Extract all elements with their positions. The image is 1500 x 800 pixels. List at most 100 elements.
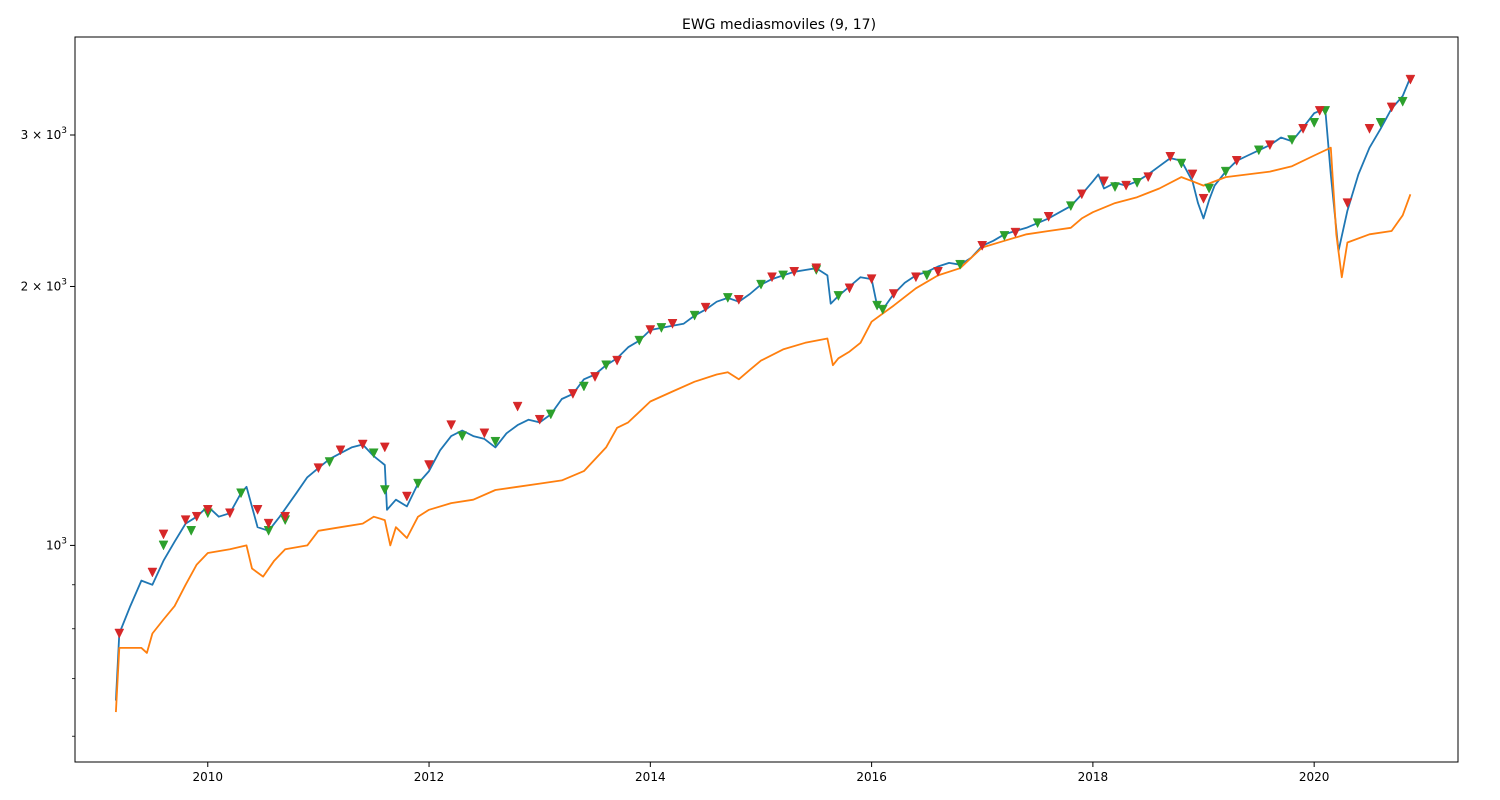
x-tick-label: 2020 xyxy=(1299,770,1330,784)
y-tick-label: 3 × 103 xyxy=(21,126,67,142)
buy-marker xyxy=(1309,118,1320,128)
y-tick-label: 103 xyxy=(46,536,67,552)
buy-marker xyxy=(1032,218,1043,229)
buy-marker xyxy=(833,291,844,301)
sell-marker xyxy=(114,628,125,639)
x-tick-label: 2014 xyxy=(635,770,666,784)
buy-marker xyxy=(955,259,966,270)
buy-marker xyxy=(490,436,501,447)
sell-marker xyxy=(424,460,434,471)
sell-marker xyxy=(1231,156,1242,166)
sell-marker xyxy=(700,302,711,313)
sell-marker xyxy=(512,401,523,412)
x-tick-label: 2012 xyxy=(414,770,445,784)
buy-marker xyxy=(324,457,335,468)
buy-marker xyxy=(379,485,390,496)
x-tick-label: 2018 xyxy=(1078,770,1109,784)
buy-marker xyxy=(601,360,612,371)
sell-marker xyxy=(1143,172,1154,183)
buy-marker xyxy=(722,293,733,303)
series-line-2 xyxy=(115,146,1412,713)
sell-marker xyxy=(789,267,800,277)
sell-marker xyxy=(910,272,921,283)
buy-marker xyxy=(1065,201,1076,212)
sell-marker xyxy=(357,439,368,450)
sell-marker xyxy=(534,414,545,425)
sell-marker xyxy=(313,463,324,474)
buy-marker xyxy=(656,323,667,333)
sell-marker xyxy=(191,511,202,522)
sell-marker xyxy=(1076,189,1087,200)
buy-marker xyxy=(999,231,1010,241)
x-tick-label: 2010 xyxy=(192,770,223,784)
sell-marker xyxy=(224,508,235,519)
buy-marker xyxy=(1220,166,1231,177)
buy-marker xyxy=(1110,182,1120,193)
sell-marker xyxy=(1342,198,1353,209)
sell-marker xyxy=(446,420,457,431)
y-tick-label: 2 × 103 xyxy=(21,277,67,293)
sell-marker xyxy=(180,515,191,526)
sell-marker xyxy=(733,295,744,305)
sell-marker xyxy=(1314,106,1325,116)
sell-marker xyxy=(1165,152,1176,162)
buy-marker xyxy=(634,335,645,346)
sell-marker xyxy=(1099,176,1109,187)
sell-marker xyxy=(844,283,855,294)
sell-marker xyxy=(811,263,822,274)
buy-marker xyxy=(545,409,556,420)
sell-marker xyxy=(263,518,274,529)
plot-area xyxy=(114,74,1416,713)
sell-marker xyxy=(767,272,777,283)
buy-marker xyxy=(368,448,379,459)
x-tick-label: 2016 xyxy=(856,770,887,784)
buy-marker xyxy=(1176,158,1187,169)
sell-marker xyxy=(888,289,899,300)
sell-marker xyxy=(612,355,623,366)
sell-marker xyxy=(590,372,600,382)
buy-marker xyxy=(756,279,766,290)
plot-frame xyxy=(74,36,1459,763)
sell-marker xyxy=(977,241,988,251)
buy-marker xyxy=(877,304,888,315)
buy-marker xyxy=(1204,183,1215,194)
buy-marker xyxy=(457,431,468,442)
buy-marker xyxy=(1287,135,1297,146)
sell-marker xyxy=(1198,193,1209,204)
sell-marker xyxy=(1405,74,1416,85)
buy-marker xyxy=(1253,145,1264,156)
sell-marker xyxy=(1121,180,1132,191)
buy-marker xyxy=(1375,118,1386,128)
sell-marker xyxy=(479,428,490,439)
sell-marker xyxy=(1043,212,1054,222)
series-line-1 xyxy=(115,77,1412,701)
buy-marker xyxy=(689,310,700,321)
buy-marker xyxy=(578,381,589,392)
sell-marker xyxy=(933,267,943,277)
buy-marker xyxy=(921,270,932,281)
sell-marker xyxy=(401,491,412,502)
sell-marker xyxy=(202,505,213,515)
chart-title: EWG mediasmoviles (9, 17) xyxy=(682,17,876,33)
sell-marker xyxy=(1386,102,1397,113)
sell-marker xyxy=(147,567,158,578)
buy-marker xyxy=(413,478,423,489)
sell-marker xyxy=(866,274,877,285)
sell-marker xyxy=(1298,124,1309,134)
buy-marker xyxy=(186,526,197,536)
buy-marker xyxy=(778,270,789,281)
sell-marker xyxy=(1364,124,1375,134)
buy-marker xyxy=(158,540,169,551)
sell-marker xyxy=(1010,227,1021,238)
buy-marker xyxy=(1397,96,1408,107)
sell-marker xyxy=(667,319,678,329)
sell-marker xyxy=(567,389,578,399)
sell-marker xyxy=(335,445,346,456)
sell-marker xyxy=(1264,140,1275,151)
sell-marker xyxy=(252,505,263,515)
sell-marker xyxy=(1187,169,1198,180)
sell-marker xyxy=(645,325,656,336)
buy-marker xyxy=(1132,178,1143,188)
